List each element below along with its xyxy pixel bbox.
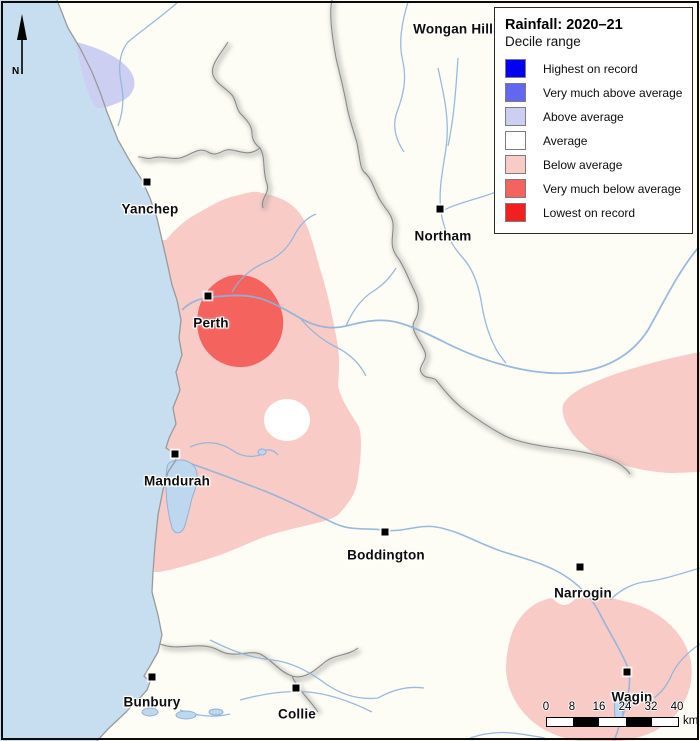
ocean-region — [0, 0, 182, 741]
town-marker-boddington — [380, 527, 390, 537]
scale-tick: 0 — [542, 701, 550, 713]
town-marker-yanchep — [142, 177, 152, 187]
town-marker-perth — [203, 291, 213, 301]
legend-swatch-highest — [505, 59, 526, 79]
town-label-northam: Northam — [414, 228, 472, 244]
town-label-bunbury: Bunbury — [123, 694, 181, 710]
legend-swatch-below — [505, 155, 526, 175]
scale-tick: 16 — [592, 701, 606, 713]
below-average-region-narrogin — [506, 596, 692, 741]
legend-swatch-above — [505, 107, 526, 127]
town-marker-mandurah — [170, 449, 180, 459]
legend-label: Highest on record — [543, 61, 638, 76]
legend-label: Below average — [543, 157, 623, 172]
scale-tick: 8 — [568, 701, 576, 713]
scale-bar: 0 8 16 24 32 40 km — [533, 701, 698, 733]
town-marker-narrogin — [575, 562, 585, 572]
catchment-boundaries — [137, 0, 631, 713]
above-average-region — [76, 42, 135, 109]
scale-tick: 24 — [618, 701, 632, 713]
north-arrow-label: N — [12, 66, 20, 77]
legend-label: Average — [543, 133, 588, 148]
town-marker-wagin — [622, 667, 632, 677]
town-marker-collie — [291, 683, 301, 693]
peel-inlet — [165, 459, 198, 534]
scale-tick: 40 — [670, 701, 684, 713]
town-label-yanchep: Yanchep — [121, 201, 179, 217]
scale-tick: 32 — [644, 701, 658, 713]
legend-item: Average — [505, 129, 684, 153]
scale-segment — [651, 718, 679, 726]
scale-segment — [573, 718, 600, 726]
town-label-mandurah: Mandurah — [143, 473, 211, 489]
legend-subtitle: Decile range — [505, 33, 581, 49]
legend-item: Very much below average — [505, 177, 684, 201]
scale-bar-segments — [546, 717, 679, 727]
legend-title: Rainfall: 2020–21 — [505, 17, 623, 33]
north-arrow-icon — [17, 14, 27, 74]
legend-item: Below average — [505, 153, 684, 177]
legend-item: Above average — [505, 105, 684, 129]
water-bodies — [141, 448, 624, 724]
legend-item: Lowest on record — [505, 201, 684, 225]
town-label-narrogin: Narrogin — [554, 585, 612, 601]
town-label-perth: Perth — [193, 315, 229, 331]
legend-swatch-lowest — [505, 203, 526, 223]
legend-swatch-very-much-above — [505, 83, 526, 103]
town-label-collie: Collie — [278, 706, 316, 722]
town-label-wagin: Wagin — [611, 689, 653, 705]
town-label-wongan-hills: Wongan Hills — [413, 21, 501, 37]
below-average-region-perth — [153, 191, 361, 572]
coastline — [56, 0, 183, 741]
legend-label: Lowest on record — [543, 205, 636, 220]
legend-swatch-average — [505, 131, 526, 151]
legend-label: Above average — [543, 109, 624, 124]
scale-segment — [547, 718, 574, 726]
town-marker-northam — [435, 204, 445, 214]
town-label-boddington: Boddington — [347, 547, 425, 563]
north-arrow: N — [4, 8, 44, 88]
legend-item: Highest on record — [505, 57, 684, 81]
scale-segment — [625, 718, 652, 726]
scale-segment — [599, 718, 626, 726]
legend-label: Very much below average — [543, 181, 682, 196]
legend-label: Very much above average — [543, 85, 683, 100]
scale-bar-ticks: 0 8 16 24 32 40 — [533, 701, 698, 715]
below-average-region-east — [562, 352, 700, 473]
average-hole-region — [264, 399, 310, 441]
legend-swatch-very-much-below — [505, 179, 526, 199]
town-marker-bunbury — [147, 672, 157, 682]
legend-box: Rainfall: 2020–21 Decile range Highest o… — [494, 7, 693, 234]
legend-item: Very much above average — [505, 81, 684, 105]
scale-unit-label: km — [683, 715, 699, 727]
